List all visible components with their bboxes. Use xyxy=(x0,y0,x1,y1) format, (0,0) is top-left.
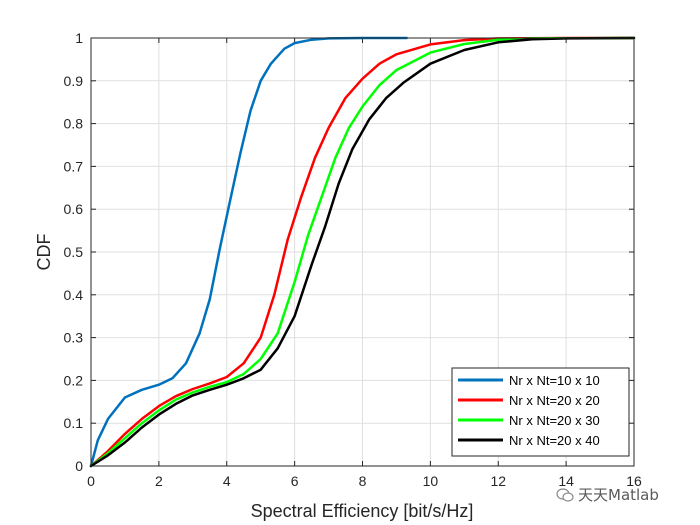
x-tick-label: 8 xyxy=(359,473,367,489)
series-line-20-20 xyxy=(89,36,636,468)
axes-box xyxy=(90,37,635,467)
x-tick-label: 12 xyxy=(490,473,506,489)
x-tick-labels: 0 2 4 6 8 10 12 14 16 xyxy=(87,473,642,489)
y-tick-label: 0.5 xyxy=(64,244,84,260)
watermark-text: 天天Matlab xyxy=(578,486,659,504)
x-tick-label: 0 xyxy=(87,473,95,489)
series-line-20-30 xyxy=(89,36,636,468)
y-tick-label: 0.2 xyxy=(64,372,84,388)
y-tick-label: 0.4 xyxy=(64,287,84,303)
x-tick-label: 6 xyxy=(291,473,299,489)
y-tick-label: 0.8 xyxy=(64,116,84,132)
legend-label-20x20: Nr x Nt=20 x 20 xyxy=(509,393,600,408)
y-axis-label: CDF xyxy=(34,234,54,271)
legend-label-20x40: Nr x Nt=20 x 40 xyxy=(509,433,600,448)
x-tick-label: 16 xyxy=(626,473,642,489)
y-tick-label: 0.6 xyxy=(64,201,84,217)
y-tick-label: 0.3 xyxy=(64,330,84,346)
legend-label-10x10: Nr x Nt=10 x 10 xyxy=(509,373,600,388)
x-axis-label: Spectral Efficiency [bit/s/Hz] xyxy=(251,501,474,521)
y-tick-labels: 0 0.1 0.2 0.3 0.4 0.5 0.6 0.7 0.8 0.9 1 xyxy=(64,30,84,474)
x-tick-label: 14 xyxy=(558,473,574,489)
y-tick-label: 0.9 xyxy=(64,73,84,89)
data-series xyxy=(89,36,636,468)
x-tick-label: 4 xyxy=(223,473,231,489)
wechat-icon xyxy=(556,488,574,502)
y-tick-label: 1 xyxy=(75,30,83,46)
legend: Nr x Nt=10 x 10 Nr x Nt=20 x 20 Nr x Nt=… xyxy=(451,367,630,457)
x-tick-label: 2 xyxy=(155,473,163,489)
y-tick-label: 0.1 xyxy=(64,415,84,431)
series-line-10-10 xyxy=(89,36,408,468)
series-line-20-40 xyxy=(89,36,636,468)
legend-label-20x30: Nr x Nt=20 x 30 xyxy=(509,413,600,428)
y-tick-label: 0.7 xyxy=(64,158,84,174)
x-tick-label: 10 xyxy=(423,473,439,489)
y-tick-label: 0 xyxy=(75,458,83,474)
watermark: 天天Matlab xyxy=(556,484,659,505)
